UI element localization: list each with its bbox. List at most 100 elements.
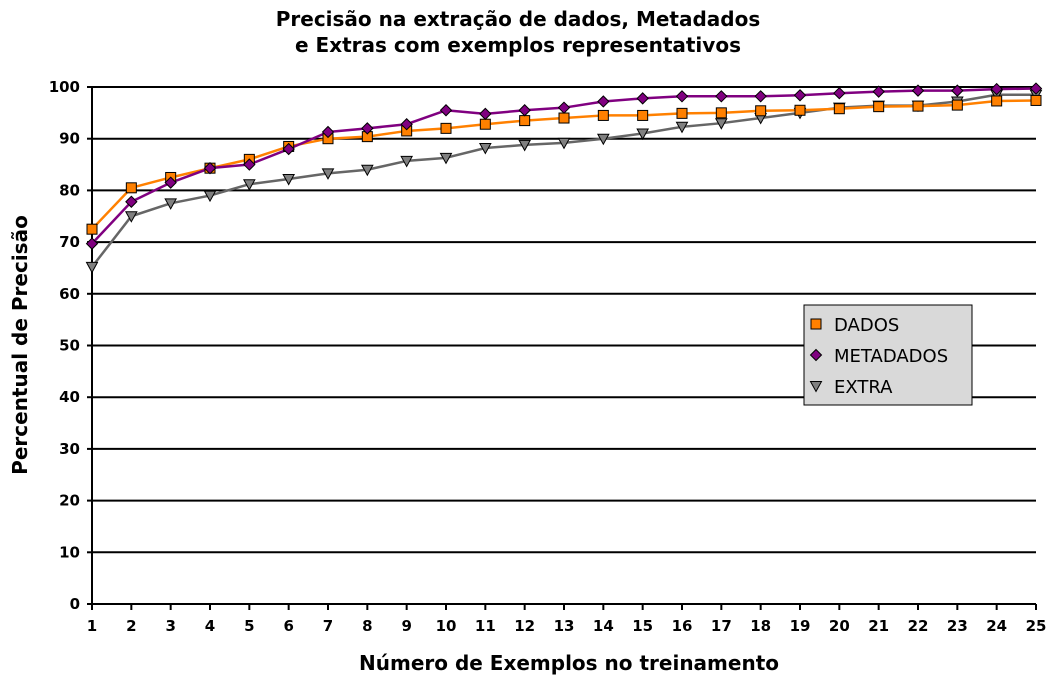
y-tick-labels: 0 10 20 30 40 50 60 70 80 90 100: [49, 78, 80, 613]
data-point-metadados: [715, 90, 728, 103]
data-point-metadados: [1029, 82, 1043, 95]
legend: DADOS METADADOS EXTRA: [803, 304, 973, 406]
data-point-metadados: [125, 195, 138, 208]
legend-marker-metadados: [809, 348, 823, 362]
data-point-extra: [478, 143, 492, 155]
data-point-dados: [519, 115, 531, 127]
x-tick-label: 7: [323, 617, 333, 635]
x-tick-label: 21: [868, 617, 889, 635]
x-tick-label: 24: [986, 617, 1007, 635]
y-tick-label: 60: [59, 285, 80, 303]
x-tick-label: 9: [401, 617, 411, 635]
data-point-dados: [86, 223, 98, 235]
data-point-extra: [85, 261, 99, 274]
x-tick-label: 23: [947, 617, 968, 635]
data-point-metadados: [951, 84, 964, 97]
data-point-metadados: [597, 95, 610, 108]
y-tick-label: 20: [59, 492, 80, 510]
data-point-metadados: [243, 158, 256, 171]
x-tick-label: 15: [632, 617, 653, 635]
data-point-extra: [557, 137, 571, 150]
data-point-extra: [360, 164, 374, 177]
data-point-metadados: [282, 142, 295, 156]
chart-title-line-1: Precisão na extração de dados, Metadados: [276, 7, 761, 31]
x-tick-label: 6: [283, 617, 293, 635]
data-point-metadados: [833, 86, 846, 100]
series-markers: [85, 82, 1043, 274]
y-tick-label: 80: [59, 181, 80, 199]
data-point-extra: [321, 168, 335, 180]
data-point-dados: [755, 105, 767, 117]
x-tick-label: 4: [205, 617, 215, 635]
x-tick-label: 2: [126, 617, 136, 635]
x-tick-label: 13: [554, 617, 575, 635]
legend-marker-extra: [809, 381, 823, 393]
y-tick-label: 50: [59, 337, 80, 355]
x-tick-label: 1: [87, 617, 97, 635]
y-tick-label: 70: [59, 233, 80, 251]
chart-title-line-2: e Extras com exemplos representativos: [295, 33, 741, 57]
data-point-extra: [439, 152, 453, 165]
y-tick-label: 10: [59, 543, 80, 561]
data-point-metadados: [872, 85, 885, 98]
legend-label-metadados: METADADOS: [834, 346, 948, 367]
data-point-metadados: [85, 237, 99, 250]
data-point-extra: [596, 133, 610, 146]
data-point-dados: [715, 107, 727, 119]
x-tick-label: 10: [436, 617, 457, 635]
data-point-metadados: [439, 104, 453, 117]
data-point-extra: [636, 128, 650, 141]
x-tick-label: 8: [362, 617, 372, 635]
x-tick-label: 20: [829, 617, 850, 635]
data-point-dados: [125, 182, 137, 194]
data-point-metadados: [518, 104, 531, 117]
data-point-dados: [833, 103, 845, 115]
data-point-dados: [991, 95, 1003, 107]
data-point-metadados: [321, 125, 335, 139]
legend-label-dados: DADOS: [834, 315, 899, 336]
data-point-extra: [124, 211, 138, 223]
x-tick-label: 25: [1026, 617, 1047, 635]
data-point-extra: [714, 118, 728, 130]
y-tick-label: 90: [59, 130, 80, 148]
data-point-metadados: [361, 122, 374, 135]
data-point-dados: [951, 99, 963, 111]
data-point-extra: [203, 190, 217, 203]
x-tick-label: 5: [244, 617, 254, 635]
data-point-extra: [518, 139, 532, 152]
data-point-dados: [479, 118, 491, 130]
x-tick-label: 11: [475, 617, 496, 635]
x-tick-label: 3: [165, 617, 175, 635]
legend-box: [803, 304, 973, 406]
x-tick-label: 16: [672, 617, 693, 635]
data-point-dados: [637, 109, 649, 121]
x-tick-label: 22: [908, 617, 929, 635]
data-point-dados: [1030, 94, 1042, 106]
x-tick-label: 17: [711, 617, 732, 635]
x-tick-label: 12: [514, 617, 535, 635]
data-point-metadados: [636, 92, 649, 105]
y-axis-label: Percentual de Precisão: [8, 215, 32, 475]
x-tick-label: 14: [593, 617, 614, 635]
data-point-dados: [558, 112, 570, 124]
data-point-dados: [597, 109, 609, 121]
data-point-metadados: [793, 89, 807, 102]
y-tick-label: 0: [70, 595, 80, 613]
x-tick-label: 19: [790, 617, 811, 635]
x-tick-label: 18: [750, 617, 771, 635]
data-point-dados: [440, 122, 452, 134]
legend-marker-dados: [810, 318, 822, 330]
data-point-metadados: [754, 90, 767, 103]
data-point-dados: [912, 100, 924, 112]
data-point-dados: [873, 101, 885, 113]
y-tick-label: 40: [59, 388, 80, 406]
data-point-dados: [794, 104, 806, 116]
data-point-extra: [675, 121, 689, 134]
data-point-metadados: [990, 82, 1003, 96]
x-tick-labels: 1 2 3 4 5 6 7 8 9 10 11 12 13 14 15 16 17 18 19 20 21 22 23 24 2…: [87, 617, 1047, 635]
data-point-extra: [164, 198, 178, 210]
data-point-extra: [400, 155, 414, 168]
data-point-metadados: [675, 90, 689, 103]
data-point-metadados: [203, 161, 217, 175]
